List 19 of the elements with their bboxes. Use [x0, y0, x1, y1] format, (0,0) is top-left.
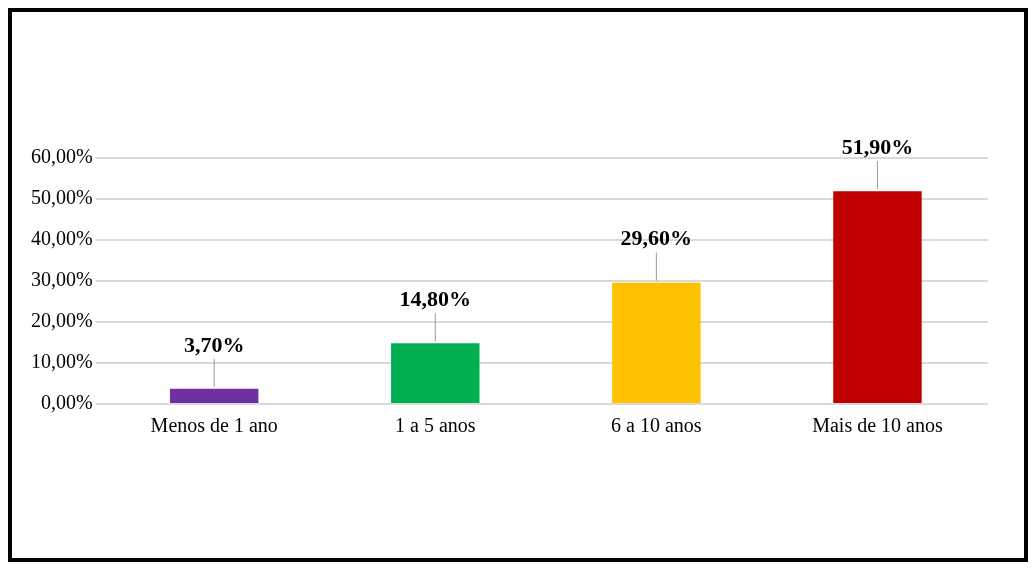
bar [391, 343, 480, 403]
bar [169, 388, 259, 403]
x-tick-label: 6 a 10 anos [611, 414, 702, 437]
bar [612, 282, 701, 403]
y-tick-label: 20,00% [30, 309, 93, 332]
data-label: 3,70% [183, 331, 245, 357]
y-tick-label: 30,00% [30, 268, 93, 291]
y-tick-label: 50,00% [30, 186, 93, 209]
y-tick-label: 40,00% [30, 227, 93, 250]
y-tick-label: 60,00% [30, 145, 93, 168]
data-label: 14,80% [399, 286, 472, 312]
data-label: 51,90% [841, 133, 914, 159]
x-tick-label: Menos de 1 ano [150, 414, 278, 437]
bar [833, 191, 922, 403]
y-tick-label: 10,00% [30, 350, 93, 373]
x-tick-label: 1 a 5 anos [395, 414, 476, 437]
x-tick-label: Mais de 10 anos [812, 414, 943, 437]
y-tick-label: 0,00% [40, 391, 93, 414]
data-label: 29,60% [620, 225, 693, 251]
